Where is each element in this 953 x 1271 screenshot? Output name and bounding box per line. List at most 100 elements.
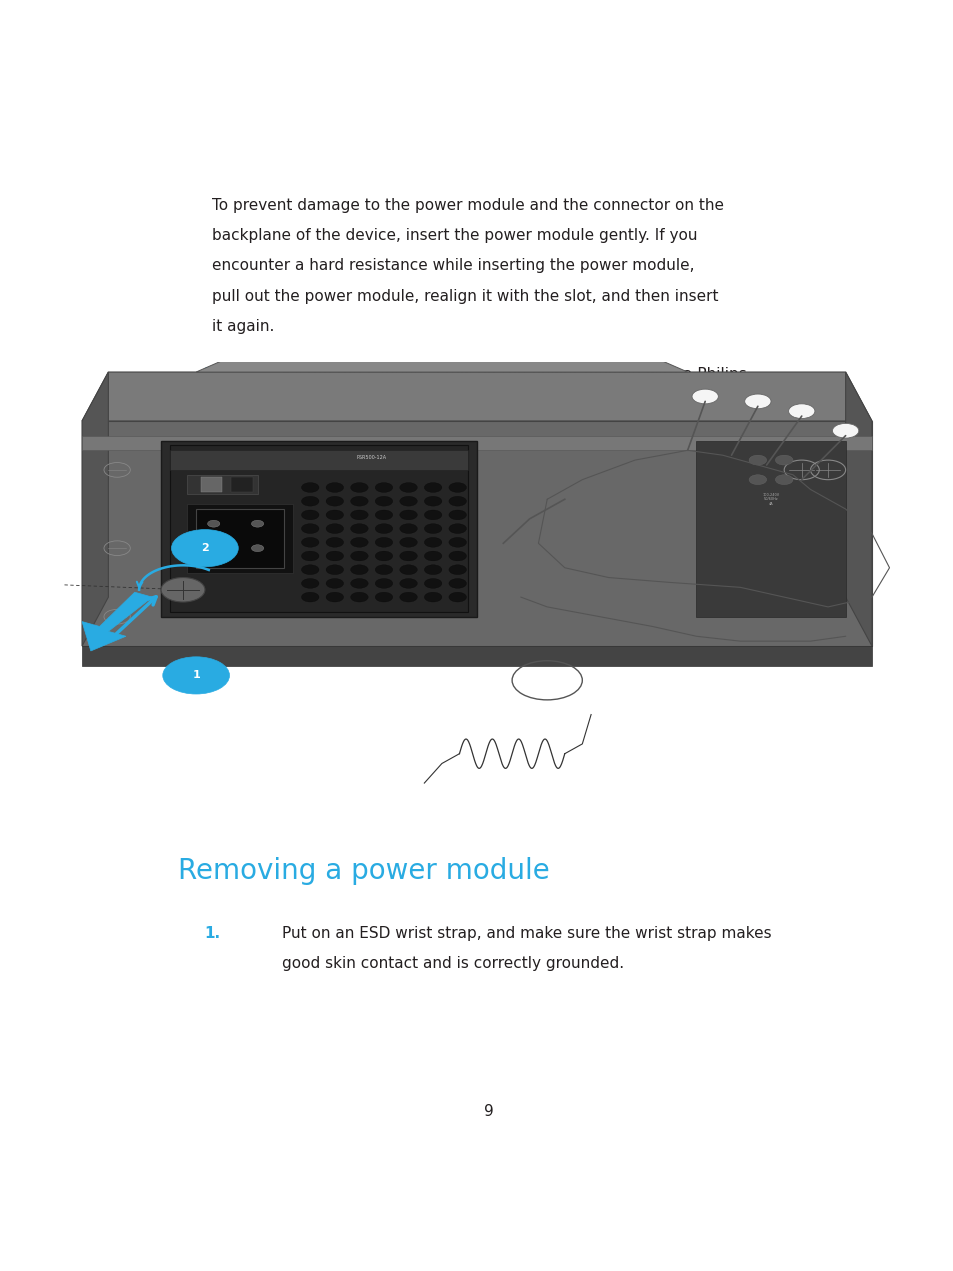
Circle shape (208, 545, 219, 552)
Circle shape (351, 524, 368, 534)
Circle shape (375, 592, 393, 602)
Circle shape (301, 552, 318, 561)
Circle shape (399, 592, 416, 602)
Text: 9: 9 (483, 1103, 494, 1118)
Text: good skin contact and is correctly grounded.: good skin contact and is correctly groun… (282, 956, 623, 971)
Text: 100-240V
50/60Hz
4A: 100-240V 50/60Hz 4A (761, 493, 779, 506)
Circle shape (375, 578, 393, 588)
Bar (170, 450, 468, 470)
Circle shape (449, 552, 466, 561)
Text: backplane of the device, insert the power module gently. If you: backplane of the device, insert the powe… (212, 228, 697, 243)
Circle shape (351, 578, 368, 588)
Circle shape (832, 423, 858, 438)
Circle shape (326, 552, 343, 561)
Bar (200, 477, 222, 492)
Circle shape (449, 564, 466, 574)
Polygon shape (82, 421, 871, 646)
Circle shape (748, 475, 766, 484)
Circle shape (775, 455, 792, 465)
Circle shape (691, 389, 718, 404)
Circle shape (301, 578, 318, 588)
Circle shape (449, 510, 466, 520)
Circle shape (375, 524, 393, 534)
Circle shape (748, 455, 766, 465)
Circle shape (424, 496, 441, 506)
Text: screwdriver to secure the power module in the device. See callout: screwdriver to secure the power module i… (282, 398, 791, 412)
Circle shape (399, 578, 416, 588)
Circle shape (449, 538, 466, 548)
Circle shape (326, 538, 343, 548)
Circle shape (326, 564, 343, 574)
Circle shape (399, 538, 416, 548)
Circle shape (326, 524, 343, 534)
Circle shape (399, 510, 416, 520)
Circle shape (449, 496, 466, 506)
Circle shape (301, 510, 318, 520)
Circle shape (351, 496, 368, 506)
Bar (196, 508, 284, 568)
Circle shape (375, 538, 393, 548)
Text: Put on an ESD wrist strap, and make sure the wrist strap makes: Put on an ESD wrist strap, and make sure… (282, 925, 771, 941)
Text: 1.: 1. (204, 925, 220, 941)
Circle shape (744, 394, 770, 409)
Circle shape (301, 564, 318, 574)
Circle shape (163, 657, 230, 694)
Circle shape (172, 530, 238, 567)
Circle shape (424, 538, 441, 548)
Circle shape (399, 552, 416, 561)
Circle shape (375, 552, 393, 561)
Circle shape (351, 483, 368, 492)
Text: If the captive screw cannot be tightened, verify the installation of: If the captive screw cannot be tightened… (212, 474, 714, 488)
Circle shape (351, 564, 368, 574)
Circle shape (375, 564, 393, 574)
Bar (696, 441, 844, 616)
Text: Figure 5: Figure 5 (308, 427, 370, 442)
Polygon shape (82, 592, 152, 651)
Polygon shape (196, 304, 687, 372)
Circle shape (375, 496, 393, 506)
Circle shape (326, 592, 343, 602)
Circle shape (424, 483, 441, 492)
Circle shape (375, 510, 393, 520)
Text: Figure 5 Installing a power module: Figure 5 Installing a power module (212, 552, 527, 567)
Circle shape (449, 524, 466, 534)
Text: Removing a power module: Removing a power module (178, 857, 550, 885)
Circle shape (449, 578, 466, 588)
Circle shape (161, 577, 205, 602)
Circle shape (351, 592, 368, 602)
Circle shape (351, 510, 368, 520)
Circle shape (301, 538, 318, 548)
Circle shape (351, 552, 368, 561)
Bar (82, 436, 871, 450)
Circle shape (301, 483, 318, 492)
Text: 2: 2 (201, 543, 209, 553)
Circle shape (424, 564, 441, 574)
Circle shape (351, 538, 368, 548)
Circle shape (424, 592, 441, 602)
Circle shape (449, 483, 466, 492)
Text: 1: 1 (193, 670, 200, 680)
Circle shape (424, 510, 441, 520)
Circle shape (301, 592, 318, 602)
Circle shape (301, 524, 318, 534)
Text: PSR500-12A: PSR500-12A (356, 455, 386, 460)
Circle shape (449, 592, 466, 602)
Text: pull out the power module, realign it with the slot, and then insert: pull out the power module, realign it wi… (212, 289, 718, 304)
Circle shape (788, 404, 814, 418)
Bar (187, 505, 293, 573)
Bar (170, 445, 468, 611)
Circle shape (399, 564, 416, 574)
Circle shape (375, 483, 393, 492)
Circle shape (252, 545, 263, 552)
Circle shape (424, 552, 441, 561)
Circle shape (301, 496, 318, 506)
Circle shape (424, 524, 441, 534)
Bar (187, 475, 257, 494)
Circle shape (424, 578, 441, 588)
Polygon shape (82, 646, 871, 666)
Circle shape (208, 520, 219, 527)
Circle shape (326, 483, 343, 492)
Circle shape (326, 496, 343, 506)
Text: To prevent damage to the power module and the connector on the: To prevent damage to the power module an… (212, 197, 723, 212)
Text: Fasten the captive screw on the power module with a Philips: Fasten the captive screw on the power mo… (282, 367, 746, 381)
